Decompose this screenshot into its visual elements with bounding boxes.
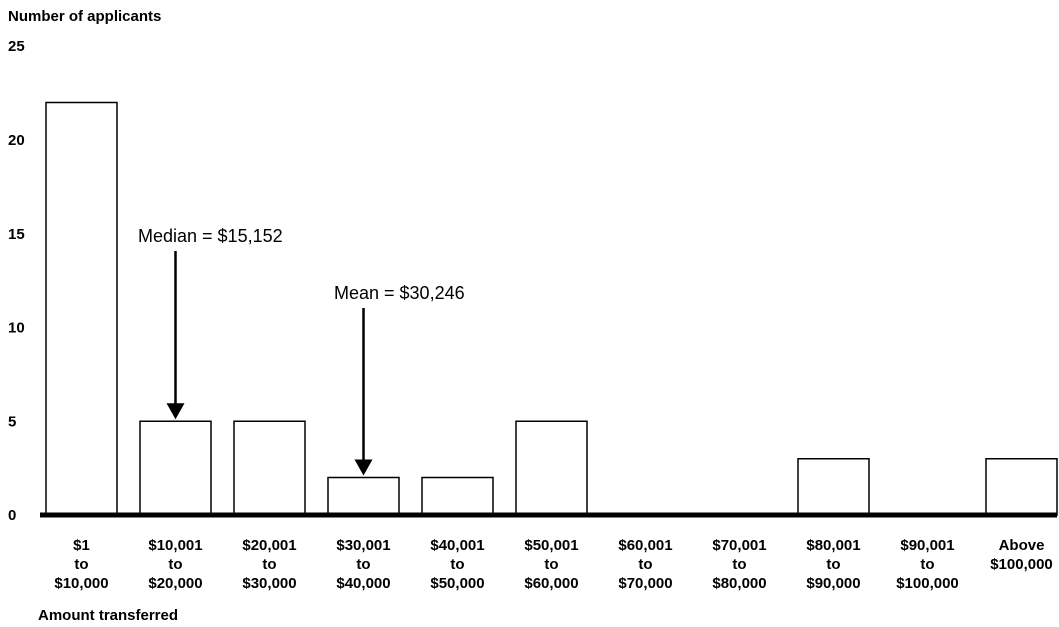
bar (233, 420, 306, 516)
x-tick-label: $20,001 to $30,000 (242, 537, 296, 592)
x-tick-label: $60,001 to $70,000 (618, 537, 672, 592)
bar (515, 420, 588, 516)
y-tick-label: 0 (8, 507, 16, 524)
annotation-label: Median = $15,152 (138, 226, 283, 246)
y-axis-title: Number of applicants (8, 8, 161, 25)
bar (327, 476, 400, 516)
y-tick-label: 25 (8, 38, 25, 55)
annotation-arrow-head (354, 459, 373, 476)
x-tick-label: $40,001 to $50,000 (430, 537, 484, 592)
bar (139, 420, 212, 516)
x-tick-label: $1 to $10,000 (54, 537, 108, 592)
bar (421, 476, 494, 516)
x-tick-label: $80,001 to $90,000 (806, 537, 860, 592)
y-tick-label: 15 (8, 226, 25, 243)
y-axis-ticks: 0 5 10 15 20 25 (8, 38, 25, 524)
x-tick-label: $90,001 to $100,000 (896, 537, 959, 592)
annotations: Median = $15,152 Mean = $30,246 (138, 226, 465, 476)
x-axis-ticks: $1 to $10,000 $10,001 to $20,000 $20,001 to $30,… (54, 537, 1052, 592)
x-tick-label: $70,001 to $80,000 (712, 537, 766, 592)
x-tick-label: $30,001 to $40,000 (336, 537, 390, 592)
x-axis-title: Amount transferred (38, 607, 178, 624)
x-tick-label: Above $100,000 (990, 537, 1053, 573)
bars (45, 101, 1058, 516)
y-tick-label: 10 (8, 320, 25, 337)
y-tick-label: 20 (8, 132, 25, 149)
y-tick-label: 5 (8, 413, 16, 430)
annotation-arrow-head (166, 403, 185, 420)
x-tick-label: $50,001 to $60,000 (524, 537, 578, 592)
x-tick-label: $10,001 to $20,000 (148, 537, 202, 592)
bar (45, 101, 118, 516)
bar (797, 458, 870, 516)
annotation-label: Mean = $30,246 (334, 283, 465, 303)
bar (985, 458, 1058, 516)
